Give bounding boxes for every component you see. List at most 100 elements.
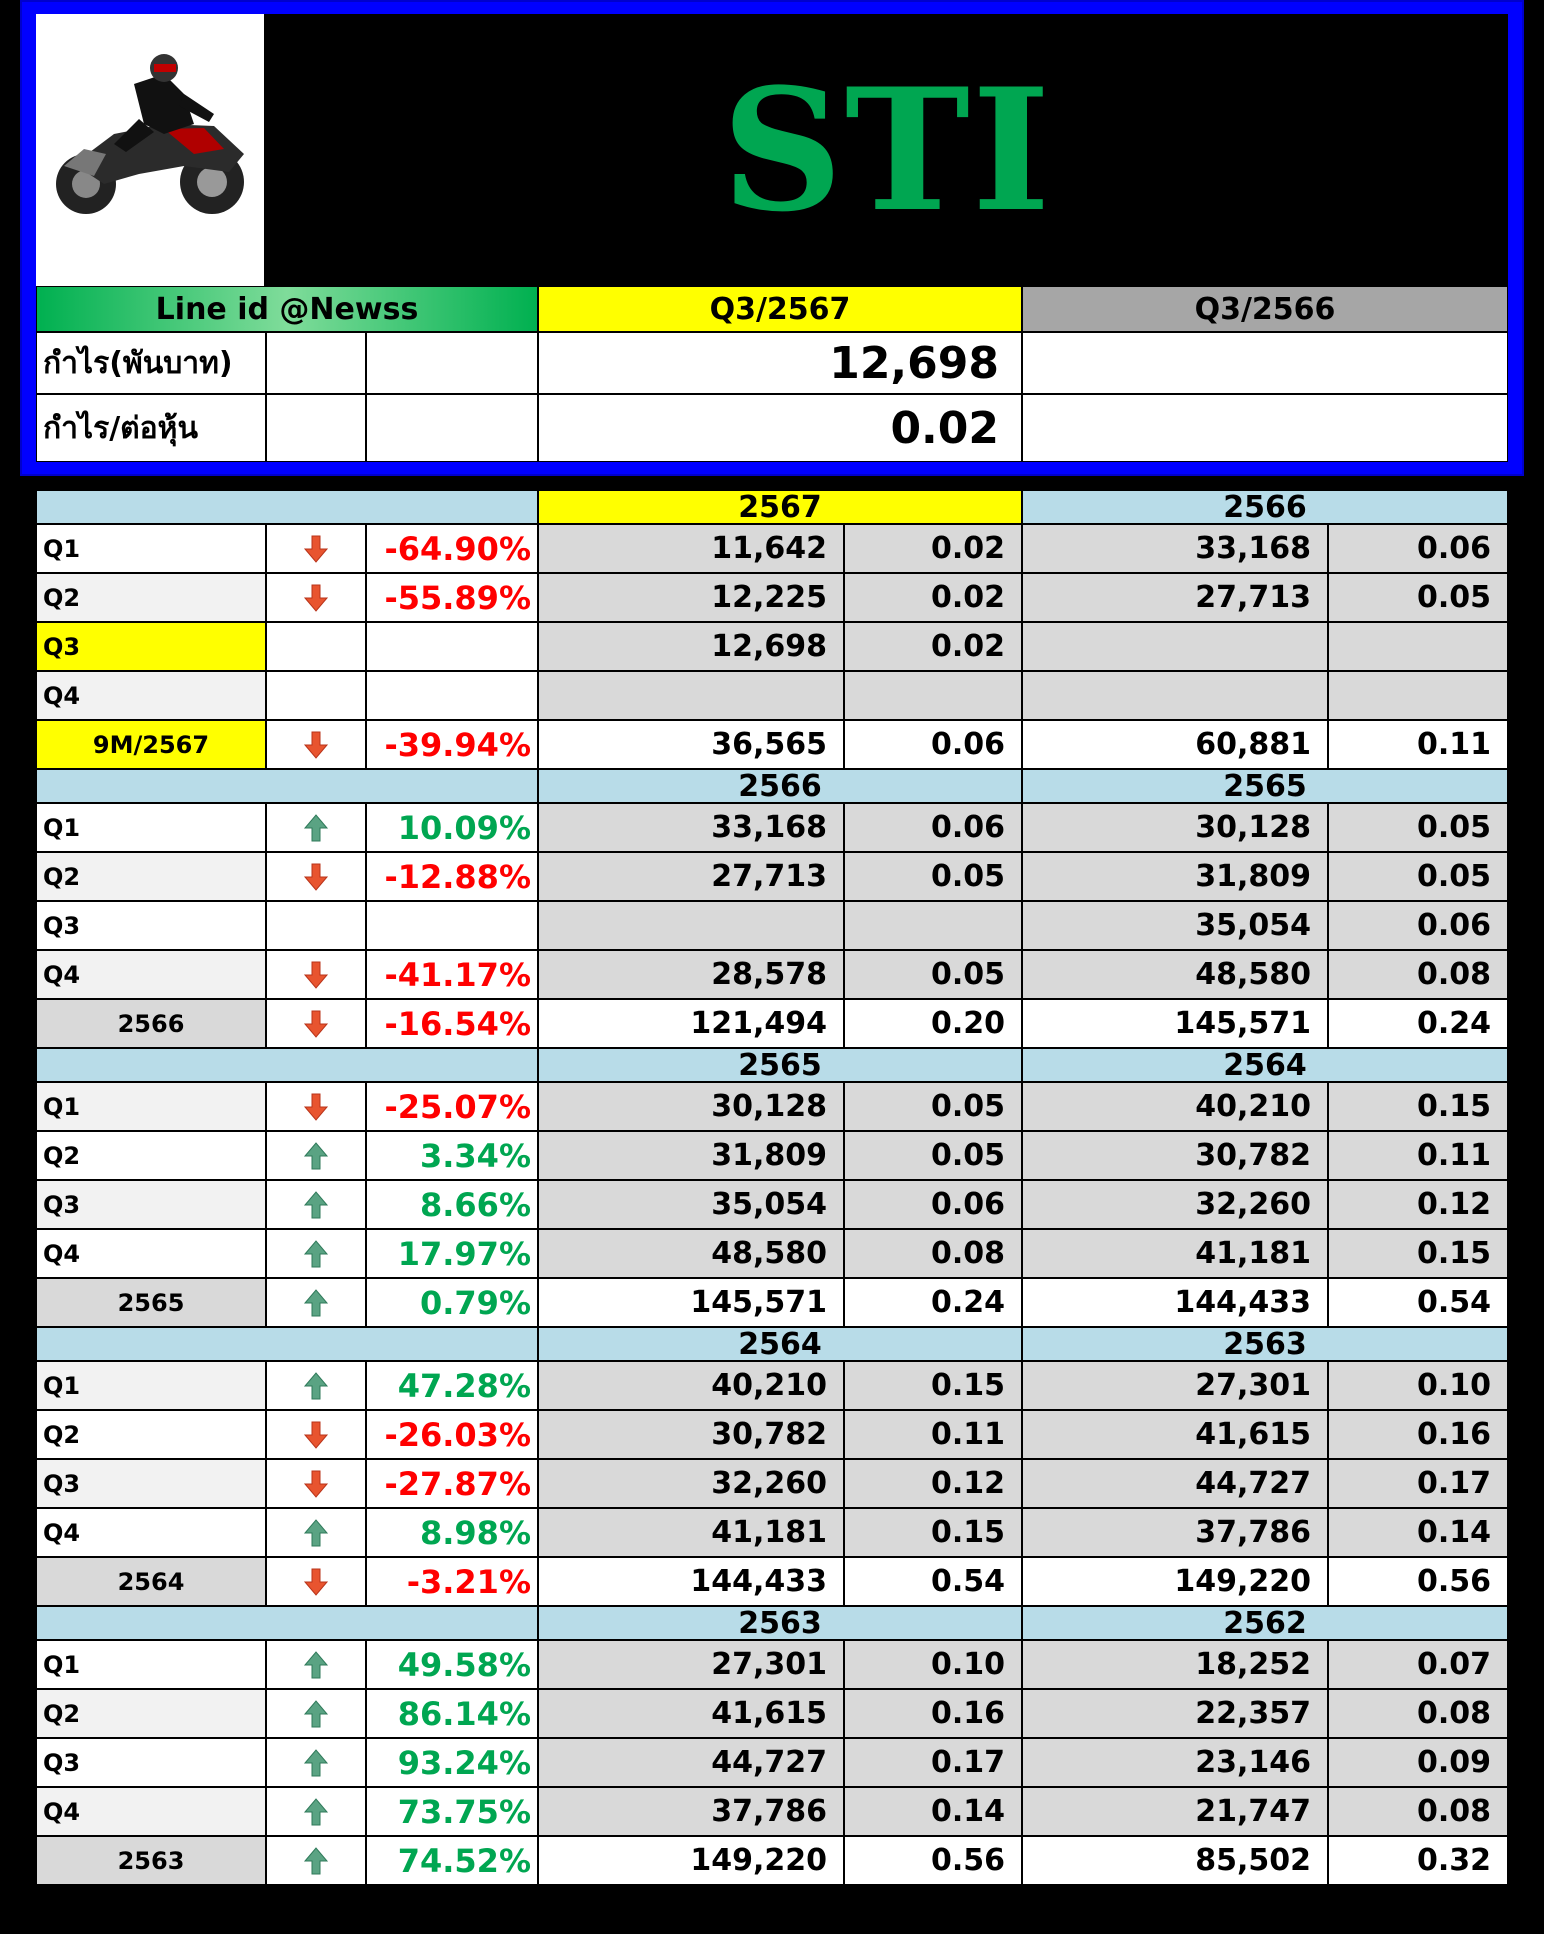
change-percent: -39.94% [366, 720, 538, 769]
eps-value-b [1328, 671, 1508, 720]
profit-value-a: 33,168 [538, 803, 844, 852]
eps-value-b [1328, 622, 1508, 671]
eps-value-b: 0.06 [1328, 524, 1508, 573]
profit-value-a: 149,220 [538, 1836, 844, 1885]
profit-value-b: 30,128 [1022, 803, 1328, 852]
change-percent: 74.52% [366, 1836, 538, 1885]
profit-value-a: 144,433 [538, 1557, 844, 1606]
profit-value-b: 41,615 [1022, 1410, 1328, 1459]
profit-value-a: 27,713 [538, 852, 844, 901]
arrow-up-icon [266, 1836, 366, 1885]
profit-value-a: 145,571 [538, 1278, 844, 1327]
profit-value-b: 144,433 [1022, 1278, 1328, 1327]
eps-prev [1022, 394, 1508, 462]
profit-value-a: 12,225 [538, 573, 844, 622]
section-year-a: 2567 [538, 490, 1022, 524]
change-percent: 86.14% [366, 1689, 538, 1738]
eps-value-a: 0.54 [844, 1557, 1022, 1606]
arrow-down-icon [266, 852, 366, 901]
profit-value-b: 30,782 [1022, 1131, 1328, 1180]
profit-current: 12,698 [538, 332, 1022, 394]
eps-value-a: 0.14 [844, 1787, 1022, 1836]
arrow-down-icon [266, 1557, 366, 1606]
change-percent: 8.98% [366, 1508, 538, 1557]
eps-value-a: 0.08 [844, 1229, 1022, 1278]
profit-value-b: 23,146 [1022, 1738, 1328, 1787]
eps-value-a: 0.05 [844, 852, 1022, 901]
eps-value-a: 0.05 [844, 1082, 1022, 1131]
arrow-up-icon [266, 1640, 366, 1689]
line-id-label: Line id @Newss [36, 286, 538, 332]
profit-value-a: 31,809 [538, 1131, 844, 1180]
profit-value-b: 48,580 [1022, 950, 1328, 999]
eps-value-b: 0.16 [1328, 1410, 1508, 1459]
eps-value-b: 0.08 [1328, 1787, 1508, 1836]
profit-value-b: 31,809 [1022, 852, 1328, 901]
eps-value-a: 0.05 [844, 1131, 1022, 1180]
empty-cell [266, 901, 366, 950]
empty-cell [266, 622, 366, 671]
col-prev-header: Q3/2566 [1022, 286, 1508, 332]
section-year-b: 2562 [1022, 1606, 1508, 1640]
eps-value-a [844, 901, 1022, 950]
eps-value-a: 0.56 [844, 1836, 1022, 1885]
eps-value-a: 0.05 [844, 950, 1022, 999]
eps-value-b: 0.15 [1328, 1229, 1508, 1278]
col-current-header: Q3/2567 [538, 286, 1022, 332]
profit-value-a: 48,580 [538, 1229, 844, 1278]
eps-value-a: 0.06 [844, 1180, 1022, 1229]
eps-value-b: 0.54 [1328, 1278, 1508, 1327]
eps-value-b: 0.56 [1328, 1557, 1508, 1606]
profit-value-a: 40,210 [538, 1361, 844, 1410]
eps-value-b: 0.24 [1328, 999, 1508, 1048]
profit-value-a: 44,727 [538, 1738, 844, 1787]
eps-value-b: 0.11 [1328, 1131, 1508, 1180]
empty-cell [366, 394, 538, 462]
change-percent [366, 622, 538, 671]
change-percent [366, 671, 538, 720]
profit-value-b [1022, 622, 1328, 671]
profit-value-a: 11,642 [538, 524, 844, 573]
profit-value-a: 41,181 [538, 1508, 844, 1557]
profit-value-a: 27,301 [538, 1640, 844, 1689]
eps-value-a [844, 671, 1022, 720]
eps-value-a: 0.15 [844, 1361, 1022, 1410]
empty-cell [266, 332, 366, 394]
eps-value-a: 0.02 [844, 573, 1022, 622]
section-header-blank [36, 490, 538, 524]
profit-value-b: 40,210 [1022, 1082, 1328, 1131]
profit-value-a: 30,128 [538, 1082, 844, 1131]
profit-value-a: 121,494 [538, 999, 844, 1048]
arrow-up-icon [266, 803, 366, 852]
row-label: Q3 [36, 622, 266, 671]
eps-value-b: 0.08 [1328, 1689, 1508, 1738]
section-header-blank [36, 769, 538, 803]
motorcycle-rider-icon [56, 54, 244, 214]
row-label: Q4 [36, 950, 266, 999]
arrow-up-icon [266, 1131, 366, 1180]
eps-value-b: 0.07 [1328, 1640, 1508, 1689]
profit-value-b: 60,881 [1022, 720, 1328, 769]
change-percent: 47.28% [366, 1361, 538, 1410]
eps-value-b: 0.12 [1328, 1180, 1508, 1229]
row-label: 2565 [36, 1278, 266, 1327]
profit-label: กำไร(พันบาท) [36, 332, 266, 394]
eps-value-a: 0.24 [844, 1278, 1022, 1327]
eps-current: 0.02 [538, 394, 1022, 462]
profit-value-a: 36,565 [538, 720, 844, 769]
eps-value-a: 0.15 [844, 1508, 1022, 1557]
profit-value-b: 27,713 [1022, 573, 1328, 622]
section-header-blank [36, 1327, 538, 1361]
section-year-a: 2564 [538, 1327, 1022, 1361]
profit-value-b: 27,301 [1022, 1361, 1328, 1410]
eps-value-a: 0.12 [844, 1459, 1022, 1508]
profit-value-a [538, 901, 844, 950]
eps-value-b: 0.17 [1328, 1459, 1508, 1508]
row-label: Q3 [36, 901, 266, 950]
eps-value-a: 0.06 [844, 720, 1022, 769]
row-label: Q3 [36, 1459, 266, 1508]
profit-value-a: 37,786 [538, 1787, 844, 1836]
empty-cell [266, 671, 366, 720]
eps-value-a: 0.10 [844, 1640, 1022, 1689]
profit-value-b: 145,571 [1022, 999, 1328, 1048]
